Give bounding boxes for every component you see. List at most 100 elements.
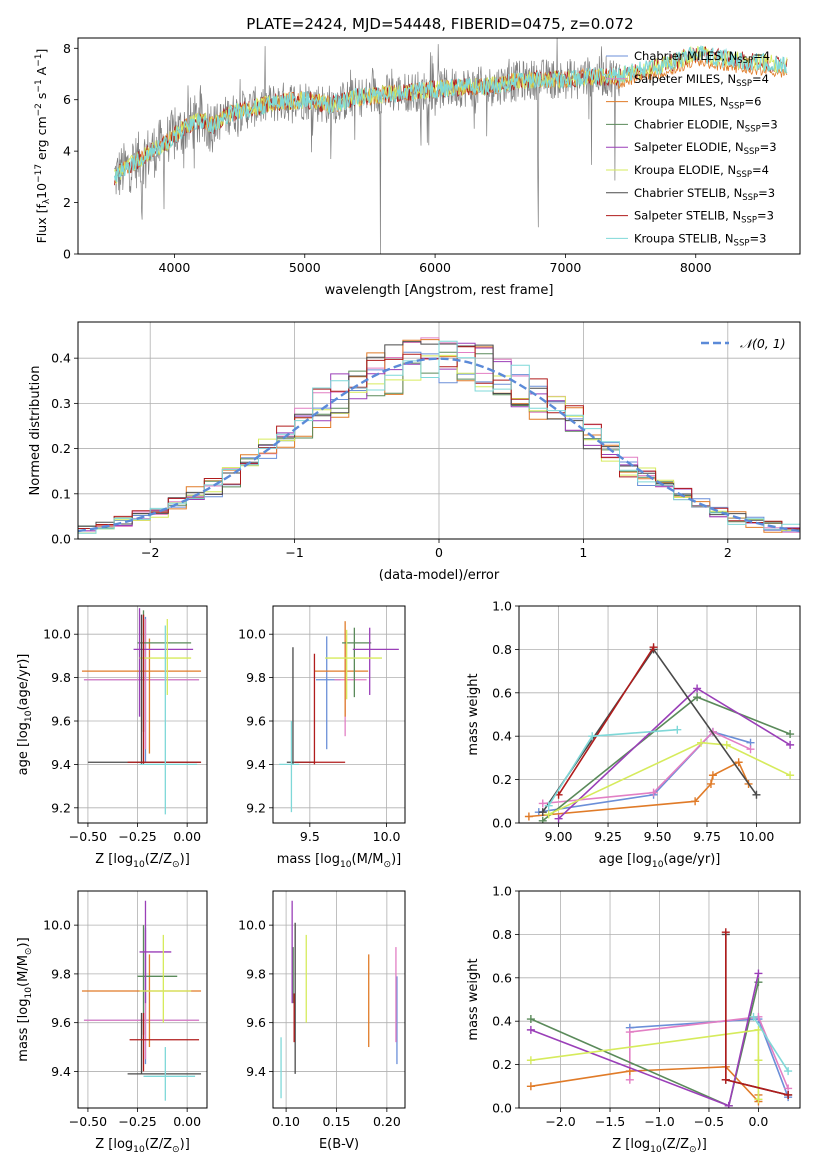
label-text: Z [log <box>612 1137 650 1152</box>
label-subscript: SSP <box>736 170 752 180</box>
weight-marker-salpeter_stelib <box>784 1090 793 1099</box>
y-axis-label: Normed distribution <box>28 366 43 496</box>
y-tick-label: 9.4 <box>246 757 266 772</box>
weight-marker-salpeter_elodie <box>526 1025 535 1034</box>
label-subscript: SSP <box>741 216 757 226</box>
y-tick-label: 0.0 <box>51 532 71 547</box>
x-tick-label: 0 <box>435 545 443 560</box>
y-tick-label: 9.2 <box>51 800 71 815</box>
weight-marker-salpeter_miles <box>649 788 658 797</box>
legend-label-salpeter_miles: Salpeter MILES, NSSP=4 <box>634 72 769 89</box>
label-subscript: ⊙ <box>383 860 391 870</box>
weight-line-kroupa_elodie <box>530 1028 760 1100</box>
weight-line-kroupa_miles <box>528 761 750 818</box>
label-text: Kroupa ELODIE, N <box>634 163 736 177</box>
weight-marker-salpeter_stelib <box>721 928 730 937</box>
x-tick-label: −1.0 <box>644 1114 674 1129</box>
label-text: (age/yr)] <box>663 852 720 867</box>
x-tick-label: 4000 <box>159 260 191 275</box>
weight-line-salpeter_stelib <box>557 646 655 796</box>
weight-marker-kroupa_elodie <box>722 740 731 749</box>
panel-residuals: −2 −1 0 1 2 0.0 0.1 0.2 0.3 0.4 𝒩(0, 1) (data-model… <box>28 321 801 583</box>
y-tick-label: 8 <box>63 41 71 56</box>
axes-frame <box>272 605 406 824</box>
weight-line-kroupa_elodie <box>548 741 791 816</box>
weight-line-salpeter_miles <box>542 730 751 805</box>
label-text: )] <box>180 852 190 867</box>
gaussian-legend-label: 𝒩(0, 1) <box>740 336 786 351</box>
x-axis-label: mass [log10(M/M⊙)] <box>277 852 401 870</box>
x-tick-label: 5000 <box>289 260 321 275</box>
weight-marker-salpeter_miles <box>538 799 547 808</box>
label-text: =3 <box>761 117 778 131</box>
y-tick-label: 9.4 <box>51 1064 71 1079</box>
panel-weight_vs_age: 9.00 9.25 9.50 9.75 10.00 0.0 0.2 0.4 0.6 0.8 1.0 a… <box>466 599 801 870</box>
plot-area <box>273 891 405 1108</box>
x-axis-label: Z [log10(Z/Z⊙)] <box>95 852 190 870</box>
y-tick-label: 9.2 <box>246 800 266 815</box>
x-axis-label: E(B-V) <box>319 1137 359 1152</box>
label-superscript: −2 <box>34 103 44 116</box>
label-subscript: ⊙ <box>689 1145 697 1155</box>
weight-marker-kroupa_miles <box>706 779 715 788</box>
label-subscript: 10 <box>133 1145 145 1155</box>
y-tick-label: 0.2 <box>51 441 71 456</box>
y-tick-label: 9.8 <box>246 670 266 685</box>
legend-label-chabrier_elodie: Chabrier ELODIE, NSSP=3 <box>634 117 778 134</box>
label-text: (Z/Z <box>145 1137 172 1152</box>
label-text: Z [log <box>95 1137 133 1152</box>
label-text: Salpeter ELODIE, N <box>634 140 744 154</box>
label-text: =3 <box>758 186 775 200</box>
label-text: (Z/Z <box>145 852 172 867</box>
y-tick-label: 10.0 <box>238 918 266 933</box>
plot-area <box>519 606 800 823</box>
label-subscript: SSP <box>734 238 750 248</box>
y-tick-label: 9.6 <box>246 1015 266 1030</box>
legend-label-kroupa_stelib: Kroupa STELIB, NSSP=3 <box>634 231 766 248</box>
label-text: (Z/Z <box>662 1137 689 1152</box>
label-text: A <box>34 66 49 79</box>
label-text: mass [log <box>16 999 31 1062</box>
label-subscript: SSP <box>729 102 745 112</box>
spectrum-title: PLATE=2424, MJD=54448, FIBERID=0475, z=0… <box>246 15 633 33</box>
weight-marker-chabrier_elodie <box>526 1015 535 1024</box>
legend-label-kroupa_elodie: Kroupa ELODIE, NSSP=4 <box>634 163 769 180</box>
weight-marker-salpeter_elodie <box>724 1101 733 1108</box>
plot-area <box>78 322 800 539</box>
label-text: Chabrier ELODIE, N <box>634 117 745 131</box>
weight-line-salpeter_elodie <box>530 973 760 1107</box>
label-text: =4 <box>752 163 769 177</box>
plot-area <box>519 891 800 1108</box>
y-axis-label: mass weight <box>466 673 481 755</box>
weight-marker-kroupa_miles <box>526 1082 535 1091</box>
x-tick-label: 6000 <box>419 260 451 275</box>
weight-marker-chabrier_stelib <box>538 808 547 817</box>
y-tick-label: 0.4 <box>492 729 512 744</box>
weight-marker-kroupa_elodie <box>754 1095 763 1104</box>
label-subscript: λ <box>42 198 52 204</box>
axes-frame <box>518 605 801 824</box>
x-axis-label: Z [log10(Z/Z⊙)] <box>612 1137 707 1155</box>
y-tick-label: 0.4 <box>492 1014 512 1029</box>
y-tick-label: 0.8 <box>492 642 512 657</box>
label-text: =6 <box>744 95 761 109</box>
model-spectrum-kroupa_stelib <box>113 45 788 183</box>
weight-marker-kroupa_stelib <box>588 732 597 741</box>
x-tick-label: −0.25 <box>118 829 156 844</box>
label-text: age [log <box>599 852 652 867</box>
label-subscript: SSP <box>745 124 761 134</box>
label-text: )] <box>180 1137 190 1152</box>
weight-marker-kroupa_elodie <box>754 1056 763 1065</box>
weight-marker-salpeter_stelib <box>721 1075 730 1084</box>
x-tick-label: −0.50 <box>69 829 107 844</box>
label-superscript: −1 <box>34 54 44 67</box>
y-tick-label: 0.3 <box>51 396 71 411</box>
legend-label-chabrier_stelib: Chabrier STELIB, NSSP=3 <box>634 186 775 203</box>
x-tick-label: 9.25 <box>594 829 622 844</box>
y-tick-label: 0.0 <box>492 816 512 831</box>
label-subscript: 10 <box>652 860 664 870</box>
panel-mass_vs_ebv: 0.10 0.15 0.20 9.4 9.6 9.8 10.0 E(B-V) <box>238 890 406 1152</box>
x-axis-label: wavelength [Angstrom, rest frame] <box>325 283 554 298</box>
y-tick-label: 0.6 <box>492 970 512 985</box>
label-text: =3 <box>757 209 774 223</box>
